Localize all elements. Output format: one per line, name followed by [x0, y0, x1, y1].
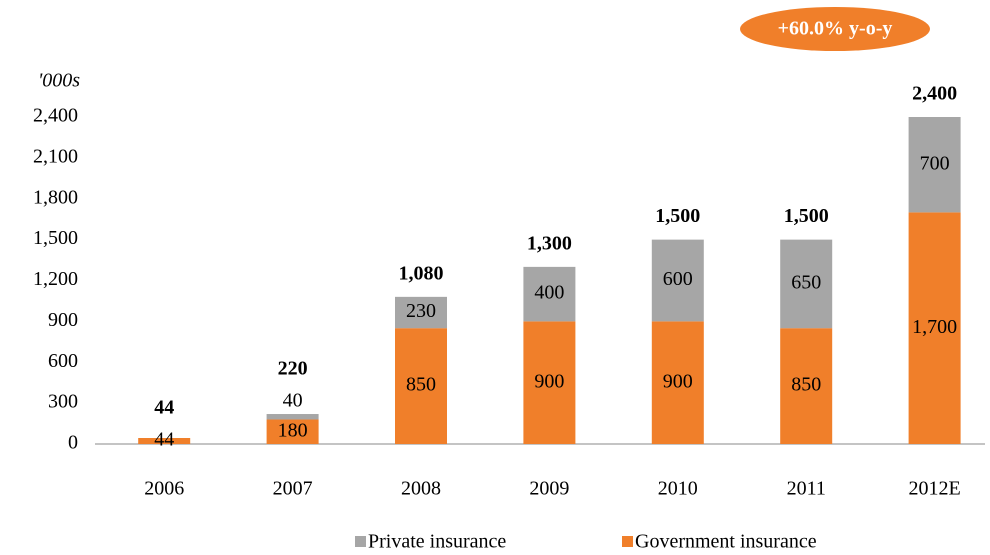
total-label: 1,500 — [655, 205, 700, 227]
legend-swatch — [355, 536, 366, 547]
x-tick-label: 2008 — [401, 478, 441, 500]
bar-segment — [523, 321, 576, 444]
y-tick-label: 0 — [68, 432, 78, 454]
bar-segment — [395, 328, 447, 444]
y-tick-label: 300 — [48, 391, 78, 413]
bar-segment — [266, 414, 319, 420]
value-label: 400 — [534, 282, 564, 304]
annotation: +60.0% y-o-y — [778, 18, 893, 40]
value-label: 650 — [791, 272, 821, 294]
y-tick-label: 1,800 — [33, 186, 78, 208]
annotation-badge — [740, 7, 930, 51]
value-label: 1,700 — [912, 316, 957, 338]
total-label: 2,400 — [912, 83, 957, 105]
y-tick-label: 900 — [48, 309, 78, 331]
value-label: 900 — [534, 370, 564, 392]
value-label: 230 — [406, 300, 436, 322]
y-tick-label: 1,200 — [33, 268, 78, 290]
x-tick-label: 2006 — [144, 478, 184, 500]
bar-segment — [780, 328, 833, 444]
value-label: 180 — [278, 419, 308, 441]
bar-segment — [780, 239, 833, 329]
legend-label: Private insurance — [368, 531, 506, 553]
value-label: 44 — [154, 429, 174, 451]
bar-segment — [908, 117, 961, 213]
value-label: 850 — [791, 374, 821, 396]
y-tick-label: 2,400 — [33, 105, 78, 127]
bar-segment — [651, 239, 704, 322]
bar-segment — [266, 419, 319, 444]
y-tick-label: 2,100 — [33, 145, 78, 167]
total-label: 1,300 — [527, 232, 572, 254]
bar-segment — [395, 296, 447, 329]
x-tick-label: 2007 — [273, 478, 313, 500]
x-tick-label: 2009 — [529, 478, 569, 500]
x-tick-label: 2012E — [908, 478, 960, 500]
value-label: 850 — [406, 374, 436, 396]
y-axis-label: '000s — [38, 70, 80, 92]
y-tick-label: 1,500 — [33, 227, 78, 249]
x-tick-label: 2010 — [658, 478, 698, 500]
legend-label: Government insurance — [635, 531, 817, 553]
total-label: 1,500 — [784, 205, 829, 227]
value-label: 40 — [283, 390, 303, 412]
x-tick-label: 2011 — [787, 478, 826, 500]
y-tick-label: 600 — [48, 350, 78, 372]
total-label: 1,080 — [399, 262, 444, 284]
value-label: 900 — [663, 370, 693, 392]
legend-swatch — [622, 536, 633, 547]
value-label: 700 — [920, 152, 950, 174]
bar-segment — [138, 438, 191, 444]
value-label: 600 — [663, 268, 693, 290]
bar-segment — [523, 266, 576, 322]
bar-segment — [908, 212, 961, 444]
bar-segment — [651, 321, 704, 444]
total-label: 44 — [154, 397, 174, 419]
total-label: 220 — [278, 358, 308, 380]
